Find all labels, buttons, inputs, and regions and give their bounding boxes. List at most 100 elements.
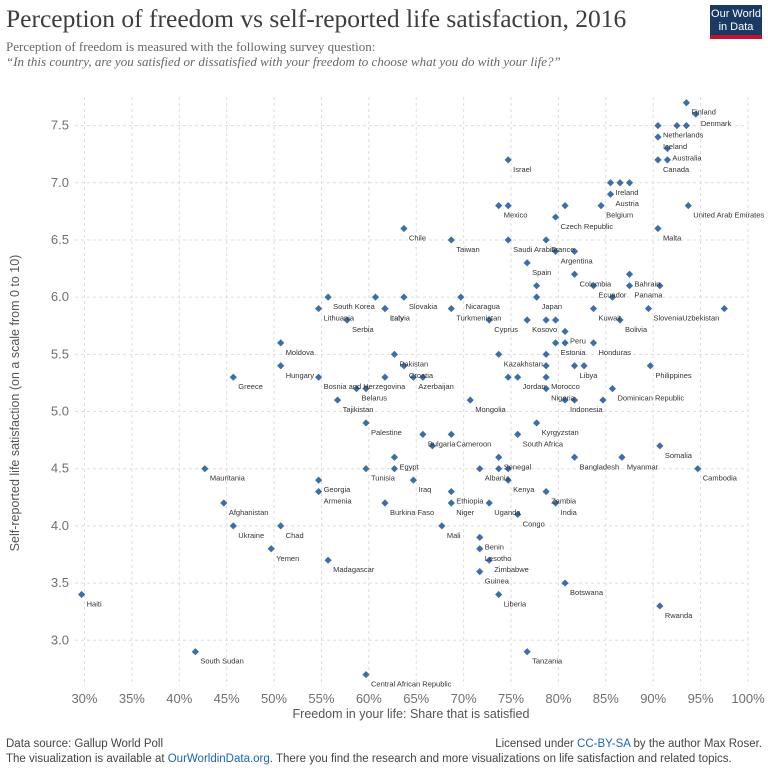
owid-link[interactable]: OurWorldinData.org [167, 753, 270, 765]
data-point-myanmar[interactable] [618, 453, 626, 461]
data-point-peru[interactable] [561, 327, 569, 336]
data-point[interactable] [533, 282, 541, 290]
data-point-hungary[interactable] [277, 362, 285, 370]
data-point-kosovo[interactable] [523, 316, 531, 324]
data-point-croatia[interactable] [400, 362, 408, 370]
data-point[interactable] [542, 350, 550, 358]
data-point-libya[interactable] [570, 362, 579, 370]
data-point-botswana[interactable] [561, 579, 569, 587]
data-point-tajikistan[interactable] [333, 396, 342, 404]
data-point-armenia[interactable] [315, 487, 323, 496]
data-point-colombia[interactable] [570, 270, 579, 278]
data-point-south-korea[interactable] [324, 293, 332, 301]
data-point-kuwait[interactable] [589, 304, 598, 313]
data-point-estonia[interactable] [551, 339, 560, 347]
data-point[interactable] [663, 156, 672, 164]
data-point[interactable] [542, 362, 550, 370]
data-point-egypt[interactable] [390, 453, 399, 461]
data-point-tunisia[interactable] [362, 465, 370, 473]
data-point-pakistan[interactable] [390, 350, 399, 358]
data-point-france[interactable] [542, 236, 550, 244]
data-point-nigeria[interactable] [542, 385, 550, 393]
data-point-georgia[interactable] [315, 476, 323, 484]
data-point-ecuador[interactable] [589, 282, 598, 290]
data-point-ukraine[interactable] [229, 522, 237, 530]
data-point-niger[interactable] [447, 499, 455, 507]
data-point[interactable] [419, 373, 427, 381]
data-point-central-african-republic[interactable] [362, 670, 370, 679]
data-point-somalia[interactable] [656, 442, 664, 450]
data-point-guinea[interactable] [476, 568, 484, 576]
data-point-zimbabwe[interactable] [485, 556, 493, 564]
data-point-honduras[interactable] [589, 339, 598, 347]
data-point-lesotho[interactable] [476, 545, 484, 553]
data-point-haiti[interactable] [78, 590, 86, 599]
data-point-mauritania[interactable] [201, 465, 209, 473]
data-point-panama[interactable] [625, 282, 634, 290]
data-point-jordan[interactable] [514, 373, 522, 381]
data-point-belgium[interactable] [597, 202, 605, 210]
data-point[interactable] [504, 202, 512, 210]
data-point[interactable] [504, 465, 512, 473]
data-point-senegal[interactable] [495, 453, 503, 461]
data-point[interactable] [542, 316, 550, 324]
data-point-nicaragua[interactable] [457, 293, 465, 301]
data-point-denmark[interactable] [692, 110, 700, 118]
data-point-iceland[interactable] [654, 133, 662, 141]
data-point-iraq[interactable] [409, 476, 417, 484]
data-point-argentina[interactable] [551, 247, 560, 255]
data-point[interactable] [656, 282, 664, 290]
data-point-saudi-arabia[interactable] [504, 236, 512, 244]
data-point-south-sudan[interactable] [191, 648, 199, 656]
data-point-south-africa[interactable] [514, 430, 522, 438]
data-point-spain[interactable] [523, 259, 531, 267]
data-point-japan[interactable] [533, 293, 541, 301]
data-point[interactable] [381, 373, 389, 381]
data-point-zambia[interactable] [542, 487, 550, 496]
data-point[interactable] [608, 293, 617, 301]
data-point[interactable] [599, 396, 607, 404]
data-point-madagascar[interactable] [324, 556, 332, 564]
data-point-kazakhstan[interactable] [495, 350, 503, 358]
data-point-dominican-republic[interactable] [608, 385, 617, 393]
data-point-united-arab-emirates[interactable] [684, 202, 692, 210]
data-point[interactable] [561, 339, 569, 347]
data-point-slovakia[interactable] [400, 293, 408, 301]
data-point-malta[interactable] [654, 224, 662, 233]
data-point-benin[interactable] [476, 533, 484, 541]
data-point-indonesia[interactable] [561, 396, 569, 404]
data-point-israel[interactable] [504, 156, 512, 164]
data-point-rwanda[interactable] [656, 602, 664, 610]
data-point-albania[interactable] [476, 465, 484, 473]
data-point[interactable] [371, 293, 380, 301]
data-point[interactable] [495, 465, 503, 473]
data-point-bulgaria[interactable] [419, 430, 427, 438]
data-point-belarus[interactable] [352, 385, 361, 393]
data-point-tanzania[interactable] [523, 648, 531, 656]
data-point-mexico[interactable] [495, 202, 503, 210]
data-point[interactable] [362, 385, 370, 393]
data-point[interactable] [551, 316, 560, 324]
data-point-liberia[interactable] [495, 590, 503, 599]
data-point-taiwan[interactable] [447, 236, 455, 244]
data-point-bahrain[interactable] [625, 270, 634, 278]
data-point-burkina-faso[interactable] [381, 499, 389, 507]
data-point-netherlands[interactable] [654, 121, 662, 130]
data-point-cameroon[interactable] [447, 430, 455, 438]
data-point-chile[interactable] [400, 224, 408, 233]
data-point-kenya[interactable] [504, 476, 512, 484]
data-point[interactable] [390, 465, 399, 473]
data-point-czech-republic[interactable] [551, 213, 560, 221]
data-point-canada[interactable] [654, 156, 662, 164]
data-point[interactable] [570, 396, 579, 404]
data-point-mali[interactable] [438, 522, 446, 530]
data-point-uganda[interactable] [485, 499, 493, 507]
data-point-ireland[interactable] [606, 179, 615, 187]
data-point[interactable] [504, 373, 512, 381]
data-point-slovenia[interactable] [644, 304, 653, 313]
data-point[interactable] [673, 121, 681, 130]
data-point-finland[interactable] [682, 99, 690, 107]
data-point-austria[interactable] [606, 190, 615, 198]
owid-logo[interactable]: Our World in Data [710, 5, 762, 39]
data-point-bangladesh[interactable] [570, 453, 579, 461]
